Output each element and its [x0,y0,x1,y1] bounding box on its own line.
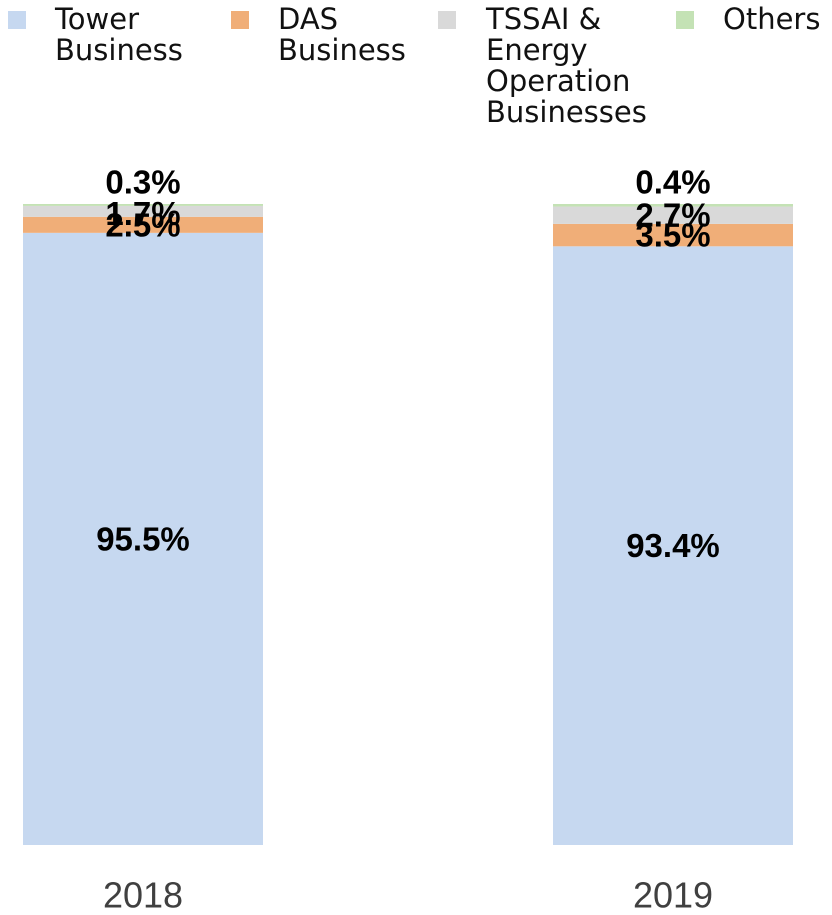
bar-segment [553,223,793,247]
data-label: 1.7% [105,195,180,232]
data-label: 0.3% [105,164,180,201]
legend-label: Others [723,2,821,36]
data-label: 2.5% [105,206,180,243]
bar-segment [553,206,793,224]
legend-label: DAS Business [278,2,406,67]
legend-swatch [438,11,456,29]
legend-swatch [8,11,26,29]
bar-segment [23,205,263,217]
data-label: 3.5% [635,217,710,254]
legend: Tower Business DAS Business TSSAI & Energy Ope… [0,0,832,150]
data-label: 2.7% [635,197,710,234]
legend-label: TSSAI & Energy Operation Businesses [486,2,647,129]
legend-swatch [676,11,694,29]
category-label: 2018 [103,875,183,915]
data-label: 0.4% [635,164,710,201]
data-label: 93.4% [626,527,720,564]
bar-segment [23,216,263,233]
legend-label: Tower Business [55,2,183,67]
legend-swatch [231,11,249,29]
bar-segment [553,246,793,845]
bar-segment [553,204,793,207]
data-label: 95.5% [96,520,190,557]
category-label: 2019 [633,875,713,915]
bar-segment [23,232,263,846]
bar-segment [23,204,263,206]
